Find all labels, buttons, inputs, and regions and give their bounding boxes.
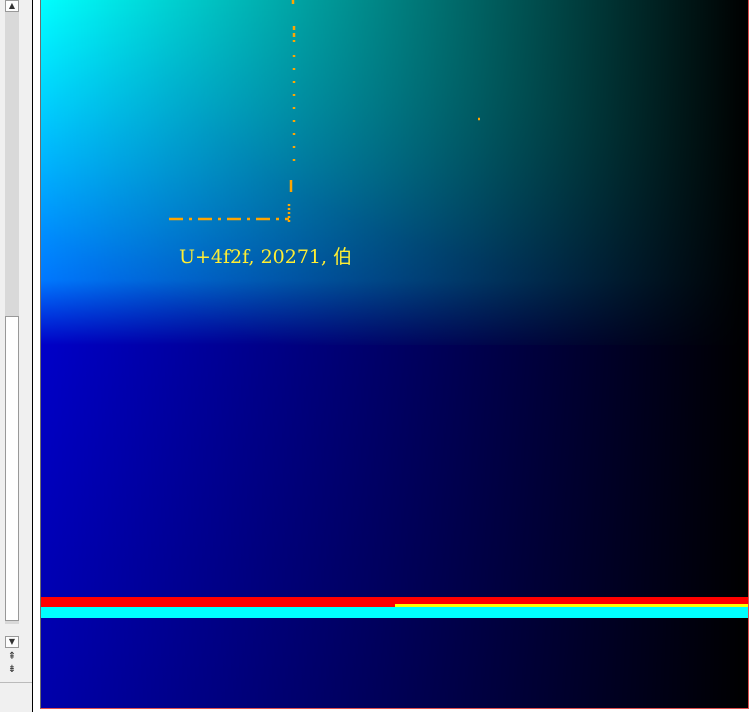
color-canvas[interactable]: U+4f2f, 20271, 伯 [40,0,749,709]
glyph-info-label: U+4f2f, 20271, 伯 [179,246,353,268]
yellow-bar [395,604,748,608]
horizontal-dark-gradient [41,0,748,708]
panel-divider [0,682,32,683]
left-panel: ▲ ▼ ⇞ ⇟ [0,0,33,712]
crosshair-overlay [169,0,480,222]
red-bar [41,597,748,607]
scroll-up-button[interactable]: ▲ [5,0,19,12]
page-up-icon[interactable]: ⇞ [7,651,17,662]
cyan-bar [41,607,748,618]
page-down-icon[interactable]: ⇟ [7,664,17,675]
scrollbar-thumb[interactable] [5,316,19,621]
scroll-down-button[interactable]: ▼ [5,636,19,648]
